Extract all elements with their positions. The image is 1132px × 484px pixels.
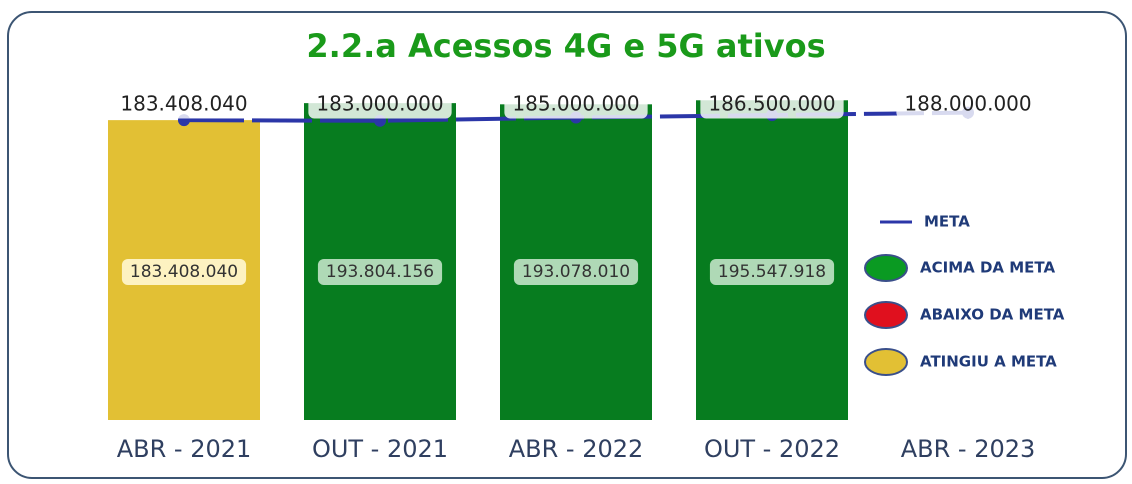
meta-value-label: 188.000.000 — [904, 92, 1031, 116]
bar-value-label-bg — [317, 259, 443, 285]
bar-value-label: 193.804.156 — [326, 262, 434, 282]
bar-value-label: 193.078.010 — [522, 262, 630, 282]
legend-label: ATINGIU A META — [920, 353, 1057, 371]
x-tick-label: ABR - 2021 — [117, 435, 252, 463]
meta-value-label-bg — [896, 88, 1040, 119]
bar-value-label-bg — [121, 259, 247, 285]
bar-value-label-bg — [709, 259, 835, 285]
legend-swatch — [864, 301, 908, 329]
chart-title: 2.2.a Acessos 4G e 5G ativos — [306, 27, 825, 65]
meta-value-label: 183.000.000 — [316, 92, 443, 116]
meta-value-label-bg — [112, 88, 256, 119]
legend-label: ABAIXO DA META — [920, 306, 1065, 324]
legend-swatch — [864, 348, 908, 376]
legend-swatch — [864, 254, 908, 282]
meta-value-label-bg — [504, 88, 648, 119]
bar-value-label-bg — [513, 259, 639, 285]
legend-label: ACIMA DA META — [920, 259, 1055, 277]
meta-value-label: 185.000.000 — [512, 92, 639, 116]
x-tick-label: ABR - 2022 — [509, 435, 644, 463]
meta-value-label-bg — [700, 88, 844, 119]
x-tick-label: OUT - 2021 — [312, 435, 448, 463]
meta-value-label-bg — [308, 88, 452, 119]
meta-value-label: 183.408.040 — [120, 92, 247, 116]
bar-value-label: 183.408.040 — [130, 262, 238, 282]
meta-value-label: 186.500.000 — [708, 92, 835, 116]
legend-label: META — [924, 213, 970, 231]
bar-value-label: 195.547.918 — [718, 262, 826, 282]
x-tick-label: ABR - 2023 — [901, 435, 1036, 463]
x-tick-label: OUT - 2022 — [704, 435, 840, 463]
